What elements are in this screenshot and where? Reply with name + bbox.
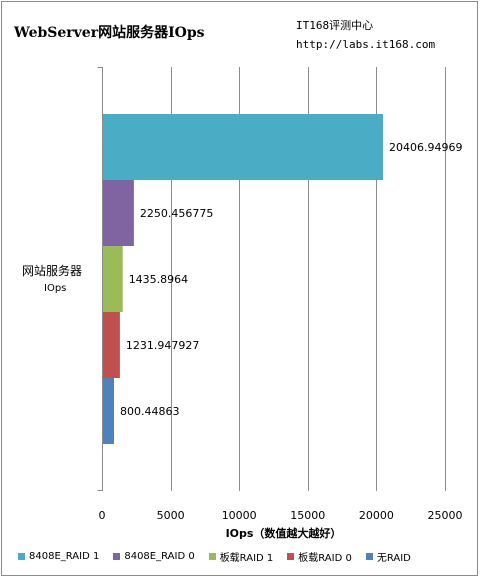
legend-label: 板载RAID 1 [219,552,274,564]
category-label-main: 网站服务器 [22,264,83,278]
legend-swatch [287,552,295,560]
category-label: 网站服务器 IOps [22,262,82,298]
bar [103,246,123,312]
legend-item: 8408E_RAID 1 [18,551,99,562]
x-tick-label: 0 [99,509,106,522]
source-credit: IT168评测中心 http://labs.it168.com [296,16,435,54]
bar [103,180,134,246]
legend-swatch [208,552,216,560]
legend-label: 无RAID [376,552,411,564]
source-name: IT168评测中心 [296,19,374,32]
legend-item: 8408E_RAID 0 [113,550,195,562]
legend-label: 8408E_RAID 1 [29,550,100,562]
legend-item: 板载RAID 1 [208,549,274,564]
data-label: 2250.456775 [140,207,213,220]
legend-item: 板载RAID 0 [287,549,352,564]
x-tick-label: 25000 [428,509,463,522]
category-label-sub: IOps [44,283,67,294]
x-tick-label: 15000 [290,509,325,522]
x-tick-label: 5000 [157,509,185,522]
data-label: 800.44863 [120,405,179,418]
legend-label: 板载RAID 0 [298,552,352,564]
data-label: 1231.947927 [126,339,199,352]
legend-label: 8408E_RAID 0 [124,550,195,562]
legend-swatch [365,552,373,560]
x-axis-label: IOps（数值越大越好） [226,526,342,540]
bar [103,378,114,444]
data-label: 20406.94969 [389,141,462,154]
legend-swatch [113,552,121,560]
bar [103,114,383,180]
source-url: http://labs.it168.com [296,38,436,51]
chart-title: WebServer网站服务器IOps [14,25,205,41]
data-label: 1435.8964 [129,273,189,286]
bar [103,312,120,378]
legend-item: 无RAID [365,549,411,564]
x-tick-label: 10000 [222,509,257,522]
legend-swatch [18,552,25,560]
x-tick-label: 20000 [359,509,394,522]
legend: 8408E_RAID 1 8408E_RAID 0 板载RAID 1 板载RAID 0… [18,547,468,565]
